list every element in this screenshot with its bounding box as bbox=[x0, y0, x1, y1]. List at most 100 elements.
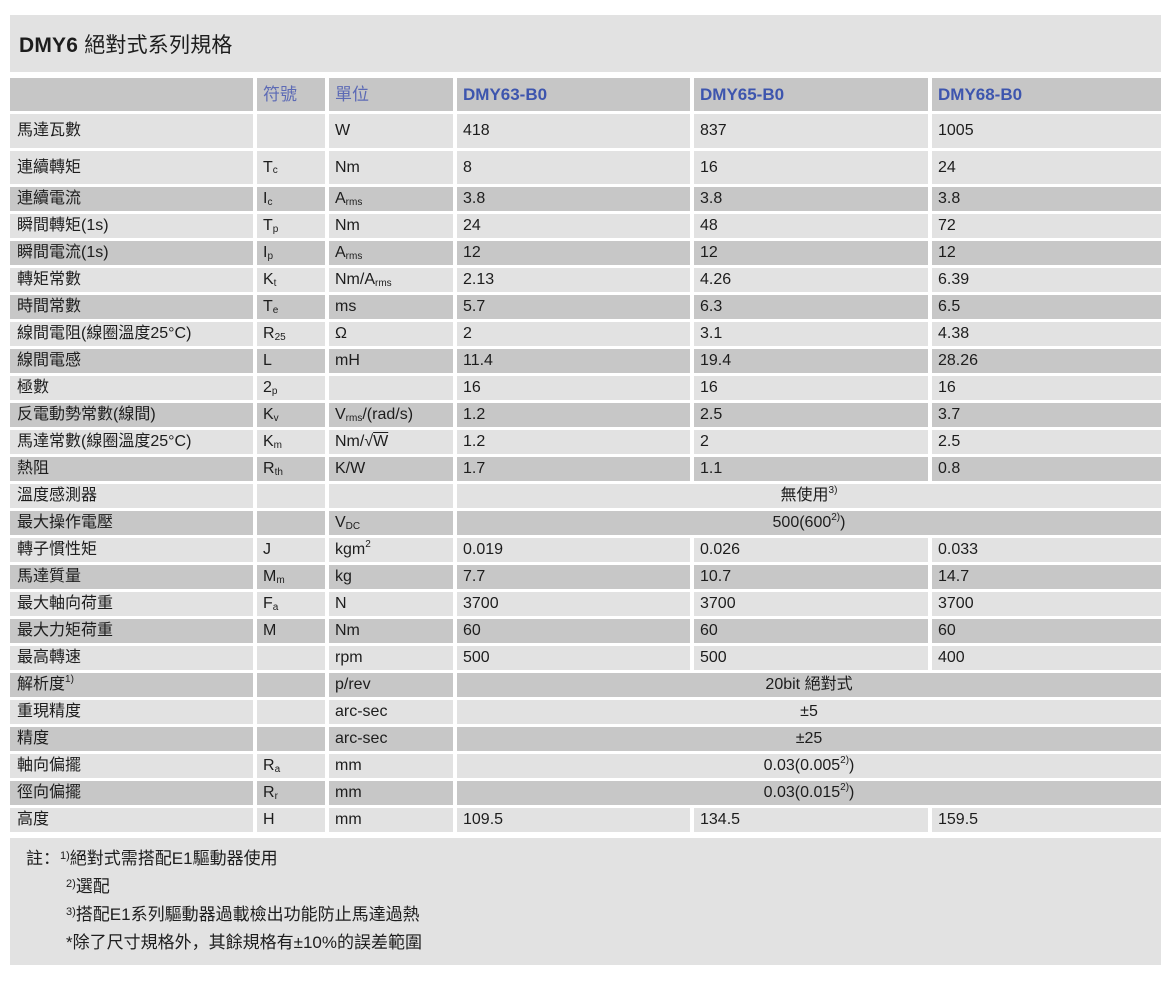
row-label-cell: 徑向偏擺 bbox=[10, 781, 253, 805]
text-fragment: 3) bbox=[828, 485, 838, 496]
value-cell: 1.7 bbox=[457, 457, 690, 481]
note-marker: 1) bbox=[60, 850, 70, 863]
symbol-cell bbox=[257, 114, 325, 148]
unit-cell: mm bbox=[329, 808, 453, 832]
span-value-cell: ±5 bbox=[457, 700, 1161, 724]
row-label-cell: 連續電流 bbox=[10, 187, 253, 211]
col-header-empty bbox=[10, 78, 253, 111]
unit-cell: mH bbox=[329, 349, 453, 373]
value-cell: 3.7 bbox=[932, 403, 1161, 427]
value-cell: 12 bbox=[932, 241, 1161, 265]
text-fragment: th bbox=[274, 466, 283, 478]
unit-cell bbox=[329, 376, 453, 400]
row-label-cell: 高度 bbox=[10, 808, 253, 832]
row-label-cell: 線間電阻(線圈溫度25°C) bbox=[10, 322, 253, 346]
note-line: 2)選配 bbox=[26, 874, 1161, 902]
value-cell: 1.2 bbox=[457, 403, 690, 427]
row-label-cell: 連續轉矩 bbox=[10, 151, 253, 184]
row-label-cell: 線間電感 bbox=[10, 349, 253, 373]
text-fragment: c bbox=[272, 165, 278, 176]
col-header-unit-label: 單位 bbox=[335, 85, 369, 104]
text-fragment: e bbox=[272, 304, 279, 316]
row-label-cell: 最大軸向荷重 bbox=[10, 592, 253, 616]
text-fragment: m bbox=[273, 439, 283, 451]
value-cell: 10.7 bbox=[694, 565, 928, 589]
value-cell: 2.5 bbox=[694, 403, 928, 427]
unit-cell: arc-sec bbox=[329, 727, 453, 751]
unit-cell: Nm/A rms bbox=[329, 268, 453, 292]
value-cell: 4.38 bbox=[932, 322, 1161, 346]
text-fragment: v bbox=[273, 412, 279, 424]
text-fragment: p bbox=[272, 223, 279, 235]
value-cell: 3.1 bbox=[694, 322, 928, 346]
text-fragment: p bbox=[271, 385, 278, 397]
row-label-cell: 溫度感測器 bbox=[10, 484, 253, 508]
col-header-model-0: DMY63-B0 bbox=[457, 78, 690, 111]
col-header-unit: 單位 bbox=[329, 78, 453, 111]
row-label-cell: 瞬間轉矩(1s) bbox=[10, 214, 253, 238]
value-cell: 837 bbox=[694, 114, 928, 148]
text-fragment: DC bbox=[345, 520, 361, 532]
unit-cell: mm bbox=[329, 754, 453, 778]
unit-cell: p/rev bbox=[329, 673, 453, 697]
value-cell: 19.4 bbox=[694, 349, 928, 373]
value-cell: 16 bbox=[457, 376, 690, 400]
datasheet-page: DMY6 絕對式系列規格 符號 單位 DMY63-B0 DMY65-B0 DMY68-B… bbox=[10, 15, 1161, 965]
unit-cell: W bbox=[329, 114, 453, 148]
value-cell: 2.13 bbox=[457, 268, 690, 292]
text-fragment: r bbox=[274, 790, 278, 802]
row-label-cell: 極數 bbox=[10, 376, 253, 400]
text-fragment: 2) bbox=[831, 512, 841, 523]
row-label-cell: 反電動勢常數(線間) bbox=[10, 403, 253, 427]
value-cell: 60 bbox=[694, 619, 928, 643]
col-header-model-1: DMY65-B0 bbox=[694, 78, 928, 111]
note-line: 註：1)絕對式需搭配E1驅動器使用 bbox=[26, 846, 1161, 874]
row-label-cell: 最大力矩荷重 bbox=[10, 619, 253, 643]
value-cell: 500 bbox=[457, 646, 690, 670]
model-name: DMY65-B0 bbox=[700, 85, 785, 104]
value-cell: 159.5 bbox=[932, 808, 1161, 832]
text-fragment: 2) bbox=[840, 782, 850, 793]
symbol-cell bbox=[257, 484, 325, 508]
text-fragment: 25 bbox=[274, 331, 286, 343]
value-cell: 12 bbox=[694, 241, 928, 265]
value-cell: 6.5 bbox=[932, 295, 1161, 319]
value-cell: 3700 bbox=[457, 592, 690, 616]
unit-cell: arc-sec bbox=[329, 700, 453, 724]
row-label-cell: 最高轉速 bbox=[10, 646, 253, 670]
model-name: DMY68-B0 bbox=[938, 85, 1023, 104]
value-cell: 3.8 bbox=[457, 187, 690, 211]
text-fragment: W bbox=[373, 433, 389, 450]
col-header-symbol-label: 符號 bbox=[263, 85, 297, 104]
value-cell: 1.2 bbox=[457, 430, 690, 454]
unit-cell: ms bbox=[329, 295, 453, 319]
row-label-cell: 重現精度 bbox=[10, 700, 253, 724]
note-line: *除了尺寸規格外，其餘規格有±10%的誤差範圍 bbox=[26, 930, 1161, 955]
value-cell: 0.019 bbox=[457, 538, 690, 562]
text-fragment: p bbox=[267, 250, 274, 262]
symbol-cell: R 25 bbox=[257, 322, 325, 346]
title-suffix: 絕對式系列規格 bbox=[78, 33, 233, 57]
value-cell: 24 bbox=[457, 214, 690, 238]
note-marker: 2) bbox=[66, 878, 76, 891]
value-cell: 16 bbox=[932, 376, 1161, 400]
text-fragment: 2) bbox=[840, 755, 850, 766]
value-cell: 7.7 bbox=[457, 565, 690, 589]
symbol-cell bbox=[257, 673, 325, 697]
value-cell: 0.033 bbox=[932, 538, 1161, 562]
unit-cell: Nm bbox=[329, 214, 453, 238]
value-cell: 16 bbox=[694, 151, 928, 184]
value-cell: 134.5 bbox=[694, 808, 928, 832]
value-cell: 11.4 bbox=[457, 349, 690, 373]
value-cell: 48 bbox=[694, 214, 928, 238]
value-cell: 6.3 bbox=[694, 295, 928, 319]
